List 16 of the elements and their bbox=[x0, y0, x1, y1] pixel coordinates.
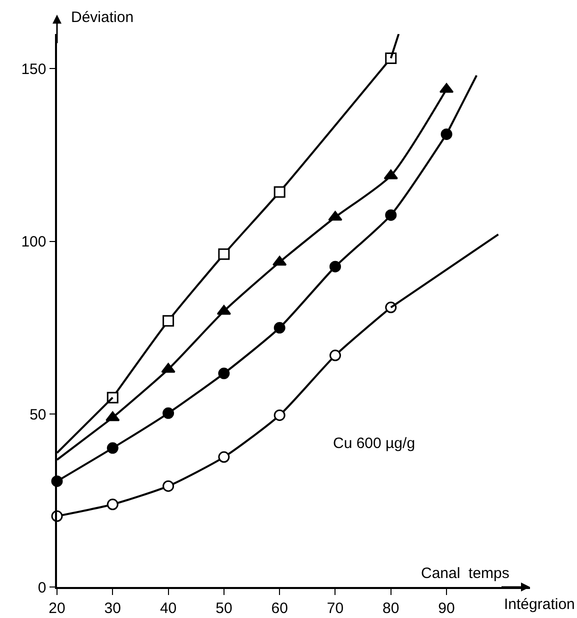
x-tick-label: 30 bbox=[104, 600, 121, 617]
x-tick-label: 90 bbox=[438, 600, 455, 617]
x-tick-label: 60 bbox=[271, 600, 288, 617]
x-tick-label: 70 bbox=[326, 600, 344, 617]
x-tick-label: 40 bbox=[160, 600, 177, 617]
x-tick-label: 20 bbox=[48, 600, 66, 617]
x-axis-title: Canal temps bbox=[421, 565, 510, 582]
x-tick-label: 80 bbox=[382, 600, 400, 617]
annotation: Cu 600 µg/g bbox=[333, 435, 416, 452]
y-tick-label: 150 bbox=[21, 60, 46, 78]
y-tick-label: 50 bbox=[30, 406, 46, 424]
x-tick-label: 50 bbox=[216, 600, 232, 617]
y-tick-label: 100 bbox=[21, 234, 46, 251]
text: Intégration bbox=[504, 596, 575, 613]
y-tick-label: 0 bbox=[38, 579, 46, 596]
y-axis-title: Déviation bbox=[71, 9, 134, 26]
